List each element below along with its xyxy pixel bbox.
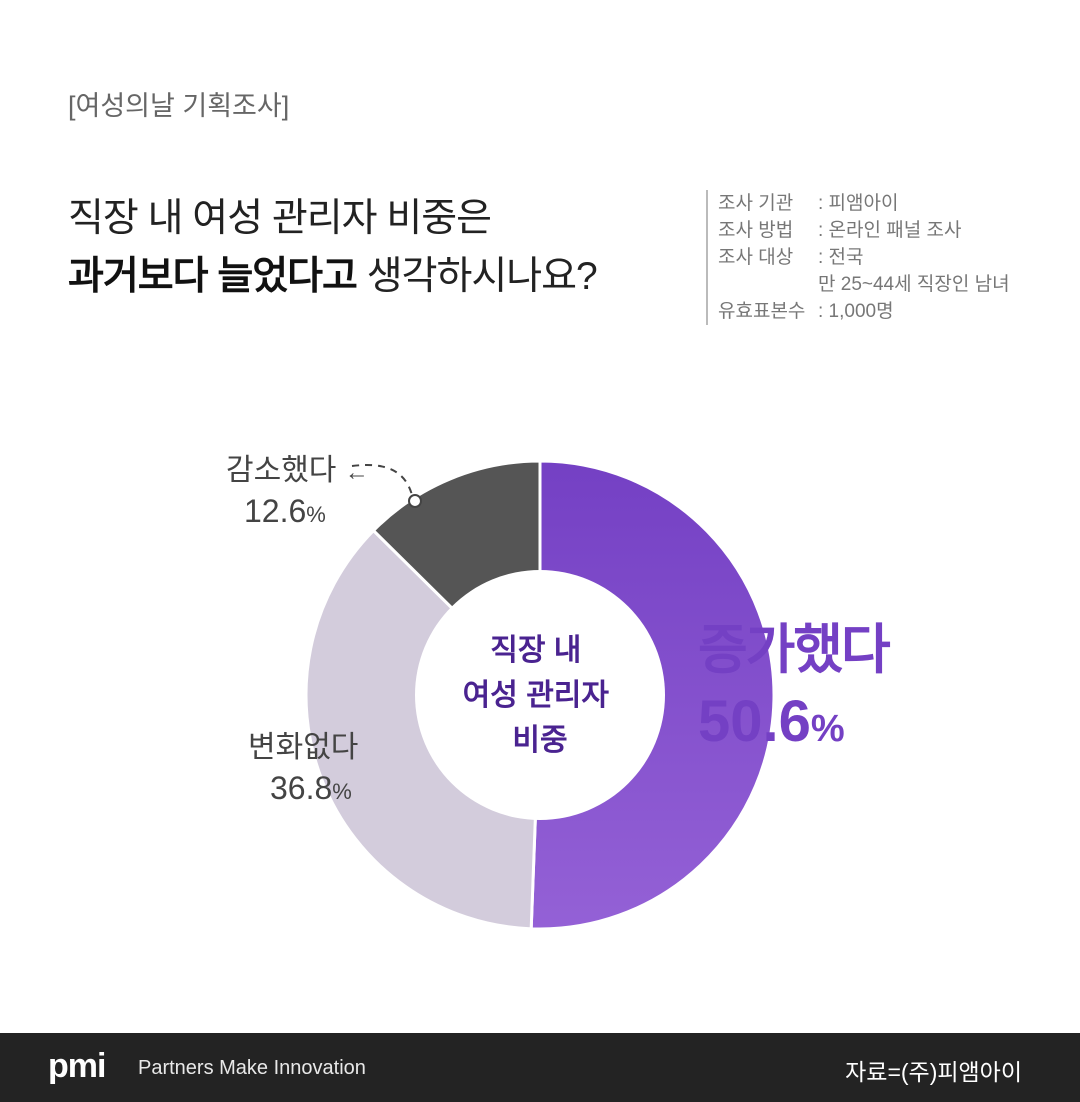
info-row: 조사 방법 : 온라인 패널 조사 — [718, 217, 1010, 244]
title-rest: 생각하시나요? — [356, 255, 598, 298]
info-key: 조사 대상 — [718, 247, 794, 268]
pmi-logo: pmi — [48, 1047, 106, 1085]
category-label: 감소했다 ← — [226, 454, 369, 487]
info-row: 조사 대상 : 전국 — [718, 244, 1010, 271]
slice-label-nochange: 변화없다 36.8% — [248, 722, 358, 807]
page-title: 직장 내 여성 관리자 비중은 과거보다 늘었다고 생각하시나요? — [68, 190, 598, 306]
center-label-line: 비중 — [512, 724, 567, 757]
info-row: 조사 기관 : 피앰아이 — [718, 190, 1010, 217]
info-row: 유효표본수 : 1,000명 — [718, 298, 1010, 325]
donut-hole — [415, 570, 665, 820]
svg-text:직장 내 여성 관리자 비중: 직장 내 여성 관리자 비중 — [463, 634, 618, 757]
donut-chart: 직장 내 여성 관리자 비중 — [304, 459, 776, 931]
leader-dot — [408, 494, 422, 508]
arrow-left-icon: ← — [344, 459, 369, 486]
leader-line — [351, 464, 413, 496]
survey-info: 조사 기관 : 피앰아이 조사 방법 : 온라인 패널 조사 조사 대상 : 전국 만… — [706, 190, 1010, 325]
title-emphasis: 과거보다 늘었다고 — [68, 255, 358, 298]
center-label-line: 직장 내 — [490, 634, 581, 667]
source: 자료=(주)피앰아이 — [845, 1059, 1022, 1085]
title-line-2: 과거보다 늘었다고 생각하시나요? — [68, 248, 598, 306]
value-label: 36.8% — [270, 770, 352, 806]
category-label: 증가했다 — [698, 620, 891, 680]
info-value: : 전국 — [818, 247, 864, 268]
slice-label-decrease: 감소했다 ← 12.6% — [226, 445, 369, 530]
info-row: 만 25~44세 직장인 남녀 — [718, 271, 1010, 298]
info-value: 만 25~44세 직장인 남녀 — [818, 274, 1010, 295]
footer: pmi Partners Make Innovation 자료=(주)피앰아이 — [0, 1033, 1080, 1102]
category-label: 변화없다 — [248, 731, 359, 764]
title-line-1: 직장 내 여성 관리자 비중은 — [68, 197, 492, 240]
survey-tag: [여성의날 기획조사] — [68, 91, 290, 121]
value-label: 12.6% — [244, 493, 326, 529]
slice-label-increase: 증가했다 50.6% — [698, 605, 891, 755]
info-key: 유효표본수 — [718, 301, 806, 322]
slogan: Partners Make Innovation — [138, 1057, 366, 1079]
info-value: : 온라인 패널 조사 — [818, 220, 962, 241]
info-key: 조사 방법 — [718, 220, 794, 241]
info-value: : 1,000명 — [818, 301, 894, 322]
info-value: : 피앰아이 — [818, 193, 899, 214]
value-label: 50.6% — [698, 689, 845, 754]
center-label-line: 여성 관리자 — [463, 679, 610, 712]
info-key: 조사 기관 — [718, 193, 794, 214]
